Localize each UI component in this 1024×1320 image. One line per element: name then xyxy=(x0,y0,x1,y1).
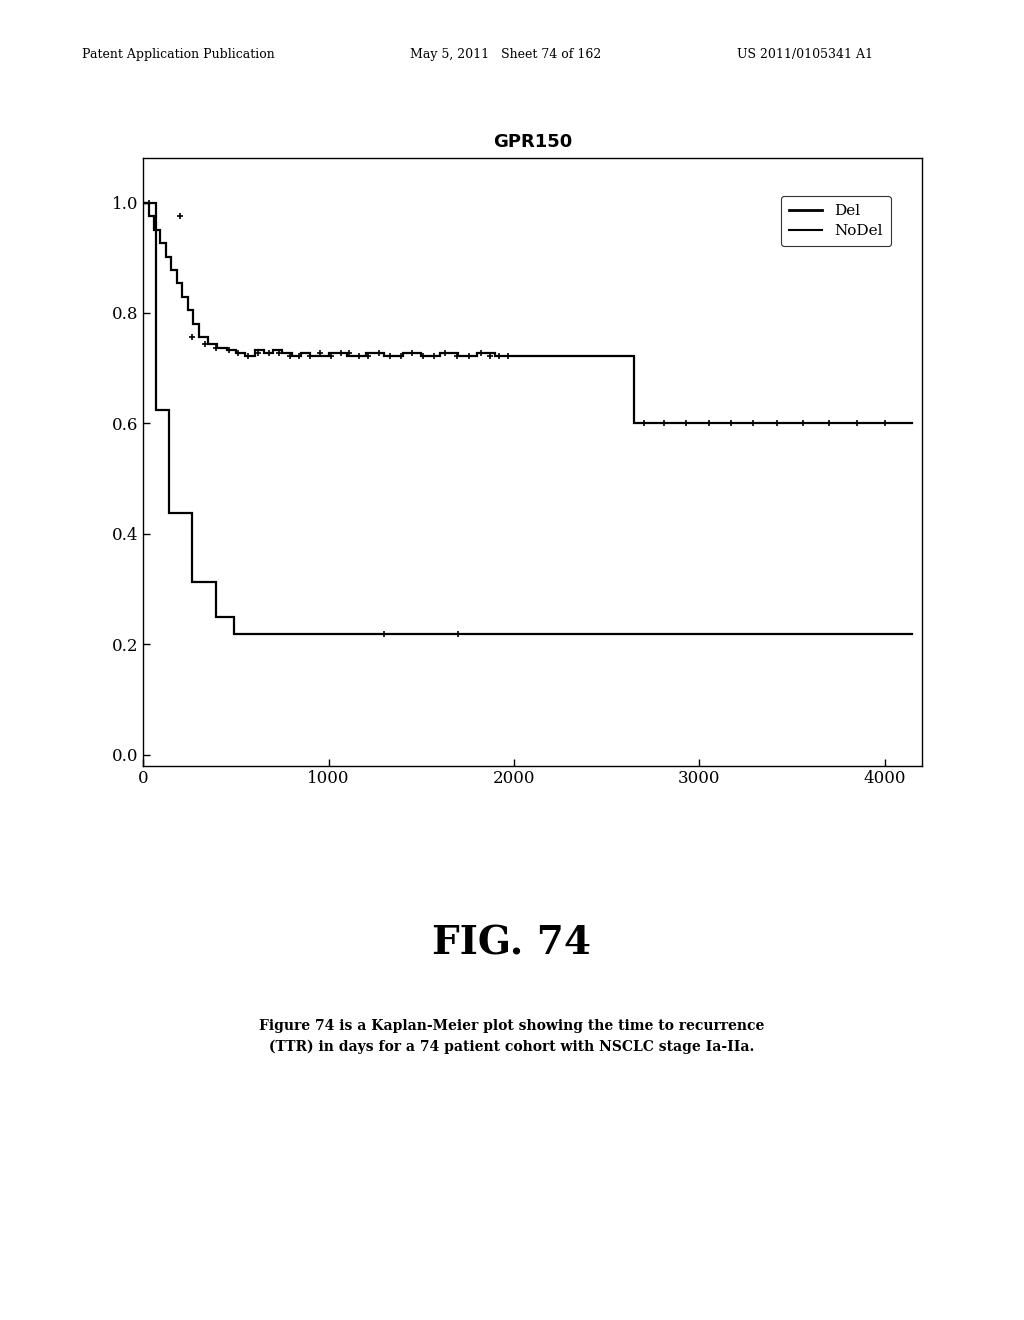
Text: FIG. 74: FIG. 74 xyxy=(432,925,592,962)
Text: May 5, 2011   Sheet 74 of 162: May 5, 2011 Sheet 74 of 162 xyxy=(410,48,601,61)
Legend: Del, NoDel: Del, NoDel xyxy=(781,197,891,246)
Text: US 2011/0105341 A1: US 2011/0105341 A1 xyxy=(737,48,873,61)
Text: Figure 74 is a Kaplan-Meier plot showing the time to recurrence
(TTR) in days fo: Figure 74 is a Kaplan-Meier plot showing… xyxy=(259,1019,765,1053)
Title: GPR150: GPR150 xyxy=(493,133,572,152)
Text: Patent Application Publication: Patent Application Publication xyxy=(82,48,274,61)
